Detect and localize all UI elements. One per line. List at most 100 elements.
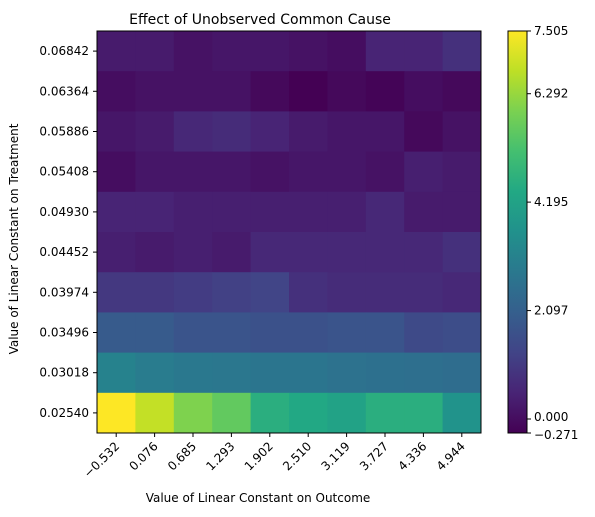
heatmap-cell: [327, 151, 367, 193]
heatmap-cell: [442, 352, 482, 394]
heatmap-cell: [442, 191, 482, 233]
heatmap-cell: [442, 392, 482, 434]
heatmap-cell: [289, 111, 328, 153]
heatmap-cell: [289, 191, 328, 233]
heatmap-cell: [289, 151, 328, 193]
heatmap-cell: [173, 111, 213, 153]
colorbar-tick-label: 2.097: [534, 304, 568, 318]
heatmap-cell: [442, 111, 482, 153]
heatmap-cell: [327, 392, 367, 434]
heatmap-cell: [289, 312, 328, 354]
heatmap-cell: [135, 111, 175, 153]
heatmap-cell: [135, 151, 175, 193]
heatmap-cell: [442, 272, 482, 313]
heatmap-cell: [404, 191, 444, 233]
plot-frame: [96, 30, 482, 434]
heatmap-cell: [212, 232, 252, 273]
heatmap-cell: [135, 312, 175, 354]
heatmap-cell: [97, 352, 136, 394]
y-tick-label: 0.03018: [39, 366, 89, 380]
heatmap-cell: [135, 232, 175, 273]
heatmap-cell: [250, 31, 290, 72]
heatmap-cell: [250, 392, 290, 434]
heatmap-cell: [250, 191, 290, 233]
heatmap-cell: [97, 272, 136, 313]
heatmap-cell: [212, 71, 252, 112]
heatmap-cell: [327, 232, 367, 273]
heatmap-cell: [404, 151, 444, 193]
colorbar: [507, 30, 528, 434]
y-tick-label: 0.04930: [39, 205, 89, 219]
heatmap-cell: [365, 191, 405, 233]
heatmap-cell: [97, 71, 136, 112]
heatmap-cell: [250, 232, 290, 273]
heatmap-cell: [404, 352, 444, 394]
heatmap-cell: [250, 111, 290, 153]
heatmap-cell: [327, 71, 367, 112]
heatmap-cell: [289, 31, 328, 72]
heatmap-cell: [212, 191, 252, 233]
heatmap-cell: [289, 352, 328, 394]
x-tick-label: 0.685: [165, 439, 199, 473]
x-axis-title: Value of Linear Constant on Outcome: [146, 491, 371, 505]
y-tick-label: 0.06842: [39, 44, 89, 58]
heatmap-cell: [173, 232, 213, 273]
heatmap-cell: [97, 232, 136, 273]
heatmap-cell: [97, 191, 136, 233]
heatmap-cell: [250, 151, 290, 193]
heatmap-cell: [404, 71, 444, 112]
heatmap-cell: [212, 352, 252, 394]
x-tick-label: 3.727: [357, 439, 391, 473]
x-tick-label: 3.119: [319, 439, 353, 473]
heatmap-cell: [442, 151, 482, 193]
heatmap-cell: [135, 392, 175, 434]
y-axis: 0.06842 0.06364 0.05886 0.05408 0.04930 0.044…: [39, 44, 97, 420]
heatmap-cell: [365, 111, 405, 153]
heatmap-cell: [135, 191, 175, 233]
heatmap-cell: [250, 71, 290, 112]
heatmap-cell: [404, 31, 444, 72]
heatmap-cells: [97, 31, 482, 434]
heatmap-cell: [404, 111, 444, 153]
heatmap-cell: [250, 312, 290, 354]
heatmap-cell: [97, 151, 136, 193]
colorbar-tick-label: 0.000: [534, 410, 568, 424]
heatmap-cell: [327, 352, 367, 394]
heatmap-cell: [327, 31, 367, 72]
heatmap-cell: [404, 272, 444, 313]
colorbar-tick-label: 6.292: [534, 87, 568, 101]
heatmap-cell: [212, 312, 252, 354]
heatmap-cell: [365, 31, 405, 72]
heatmap-cell: [135, 31, 175, 72]
x-tick-label: 4.336: [395, 439, 429, 473]
y-tick-label: 0.05886: [39, 125, 89, 139]
heatmap-cell: [442, 312, 482, 354]
heatmap-cell: [173, 71, 213, 112]
x-tick-label: 1.902: [242, 439, 276, 473]
heatmap-cell: [212, 151, 252, 193]
heatmap-cell: [173, 31, 213, 72]
heatmap-cell: [212, 111, 252, 153]
heatmap-cell: [404, 232, 444, 273]
heatmap-cell: [135, 352, 175, 394]
heatmap-cell: [135, 71, 175, 112]
heatmap-cell: [135, 272, 175, 313]
heatmap-cell: [442, 31, 482, 72]
heatmap-cell: [289, 272, 328, 313]
heatmap-cell: [173, 312, 213, 354]
heatmap-cell: [173, 352, 213, 394]
chart-title: Effect of Unobserved Common Cause: [129, 12, 391, 28]
heatmap-cell: [250, 352, 290, 394]
y-tick-label: 0.04452: [39, 245, 89, 259]
y-tick-label: 0.06364: [39, 84, 89, 98]
colorbar-tick-label: 4.195: [534, 195, 568, 209]
heatmap-cell: [97, 392, 136, 434]
heatmap-cell: [173, 191, 213, 233]
heatmap-cell: [173, 392, 213, 434]
y-tick-label: 0.03974: [39, 285, 89, 299]
colorbar-tick-label: 7.505: [534, 24, 568, 38]
heatmap-cell: [442, 232, 482, 273]
heatmap-cell: [173, 272, 213, 313]
heatmap-cell: [327, 312, 367, 354]
heatmap-cell: [97, 111, 136, 153]
